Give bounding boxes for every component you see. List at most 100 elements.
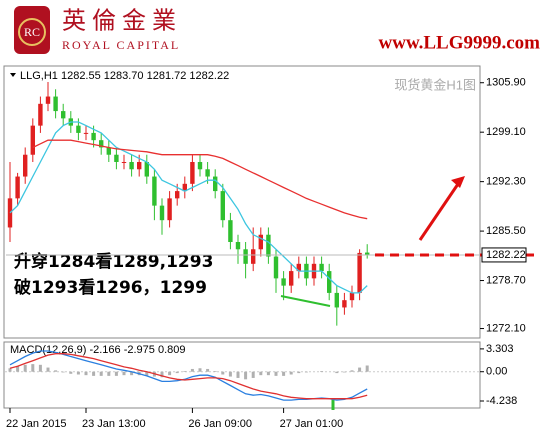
channel-line xyxy=(280,295,331,307)
candle-body xyxy=(342,300,347,308)
y-tick-label: 1285.50 xyxy=(486,225,526,237)
macd-bar xyxy=(54,370,58,372)
candle-body xyxy=(38,103,43,126)
macd-bar xyxy=(266,371,270,376)
macd-bar xyxy=(297,371,301,374)
macd-panel xyxy=(3,341,481,409)
candle-body xyxy=(213,176,218,192)
candle-body xyxy=(205,169,210,177)
macd-bar xyxy=(122,371,126,376)
menu-arrow xyxy=(10,73,16,77)
macd-bar xyxy=(198,368,202,372)
candle-body xyxy=(106,147,111,155)
x-tick-label: 26 Jan 09:00 xyxy=(188,418,252,430)
candle-body xyxy=(334,292,339,308)
macd-bar xyxy=(282,371,286,376)
candle-body xyxy=(91,132,96,141)
macd-bar xyxy=(206,368,210,372)
candle-body xyxy=(53,96,58,112)
macd-bar xyxy=(130,371,134,376)
logo-mark: RC xyxy=(24,25,40,39)
candle-body xyxy=(152,176,157,206)
macd-bar xyxy=(31,364,35,372)
brand-en: ROYAL CAPITAL xyxy=(62,38,180,52)
candle-body xyxy=(273,256,279,279)
macd-bar xyxy=(213,371,217,372)
last-price-tag xyxy=(481,247,527,263)
macd-bar xyxy=(76,371,80,375)
macd-bar xyxy=(342,371,346,373)
macd-bar xyxy=(274,371,278,376)
candle-body xyxy=(30,125,35,155)
macd-bar xyxy=(289,371,293,375)
annotation: 升穿1284看1289,1293 xyxy=(14,251,213,272)
y-tick-label: 0.00 xyxy=(486,366,507,378)
macd-bar xyxy=(358,367,362,372)
macd-title: MACD(12,26,9) -2.166 -2.975 0.809 xyxy=(10,344,186,356)
macd-bar xyxy=(365,365,369,372)
y-tick-label: 1305.90 xyxy=(486,77,526,89)
macd-bar xyxy=(259,371,263,376)
macd-bar xyxy=(320,371,324,372)
macd-bar xyxy=(145,371,149,376)
moving-average xyxy=(9,121,368,294)
candle-body xyxy=(159,205,165,221)
candle-body xyxy=(289,271,294,286)
macd-bar xyxy=(304,371,308,373)
macd-bar xyxy=(335,371,339,374)
x-tick-label: 23 Jan 13:00 xyxy=(82,418,146,430)
macd-bar xyxy=(350,370,354,372)
y-tick-label: 1299.10 xyxy=(486,126,526,138)
y-tick-label: 3.303 xyxy=(486,343,514,355)
macd-bar xyxy=(236,371,240,378)
macd-bar xyxy=(175,371,179,374)
macd-bar xyxy=(92,371,96,376)
macd-bar xyxy=(168,371,172,376)
candle-body xyxy=(129,162,134,170)
candle-body xyxy=(99,140,104,148)
candle-body xyxy=(319,263,324,272)
candle-body xyxy=(296,263,301,272)
candle-body xyxy=(266,234,271,257)
macd-bar xyxy=(228,371,232,377)
price-panel xyxy=(3,65,481,339)
candle-body xyxy=(327,271,332,293)
candle-body xyxy=(45,96,51,104)
candle-body xyxy=(251,249,256,264)
x-tick-label: 27 Jan 01:00 xyxy=(280,418,344,430)
y-tick-label: 1278.70 xyxy=(486,274,526,286)
candle-body xyxy=(15,176,20,199)
moving-average xyxy=(32,139,368,220)
candle-body xyxy=(365,252,370,255)
candle-body xyxy=(228,220,233,242)
x-tick-label: 22 Jan 2015 xyxy=(6,418,67,430)
candle-body xyxy=(197,162,203,170)
macd-bar xyxy=(46,367,50,372)
annotation: 破1293看1296，1299 xyxy=(14,277,207,298)
candle-body xyxy=(61,111,66,119)
macd-bar xyxy=(251,371,255,378)
info: LLG,H1 1282.55 1283.70 1281.72 1282.22 xyxy=(20,70,229,82)
macd-bar xyxy=(244,371,248,380)
macd-bar xyxy=(38,364,42,372)
arrow-up xyxy=(418,183,460,241)
y-tick-label: 1292.30 xyxy=(486,176,526,188)
macd-bar xyxy=(99,371,103,376)
candle-body xyxy=(137,162,142,170)
macd-bar xyxy=(61,371,65,373)
candle-body xyxy=(235,242,241,250)
y-tick-label: 1272.10 xyxy=(486,322,526,334)
macd-bar xyxy=(160,371,164,378)
macd-bar xyxy=(23,364,27,372)
candle-body xyxy=(114,154,119,162)
candle-body xyxy=(23,154,28,177)
brand-cn: 英倫金業 xyxy=(62,7,182,35)
logo-ring xyxy=(18,18,46,46)
candle-body xyxy=(76,125,81,133)
macd-bar xyxy=(69,371,73,374)
macd-line xyxy=(9,353,368,400)
website: www.LLG9999.com xyxy=(379,32,541,53)
macd-bar xyxy=(183,371,187,372)
macd-bar xyxy=(107,371,111,376)
